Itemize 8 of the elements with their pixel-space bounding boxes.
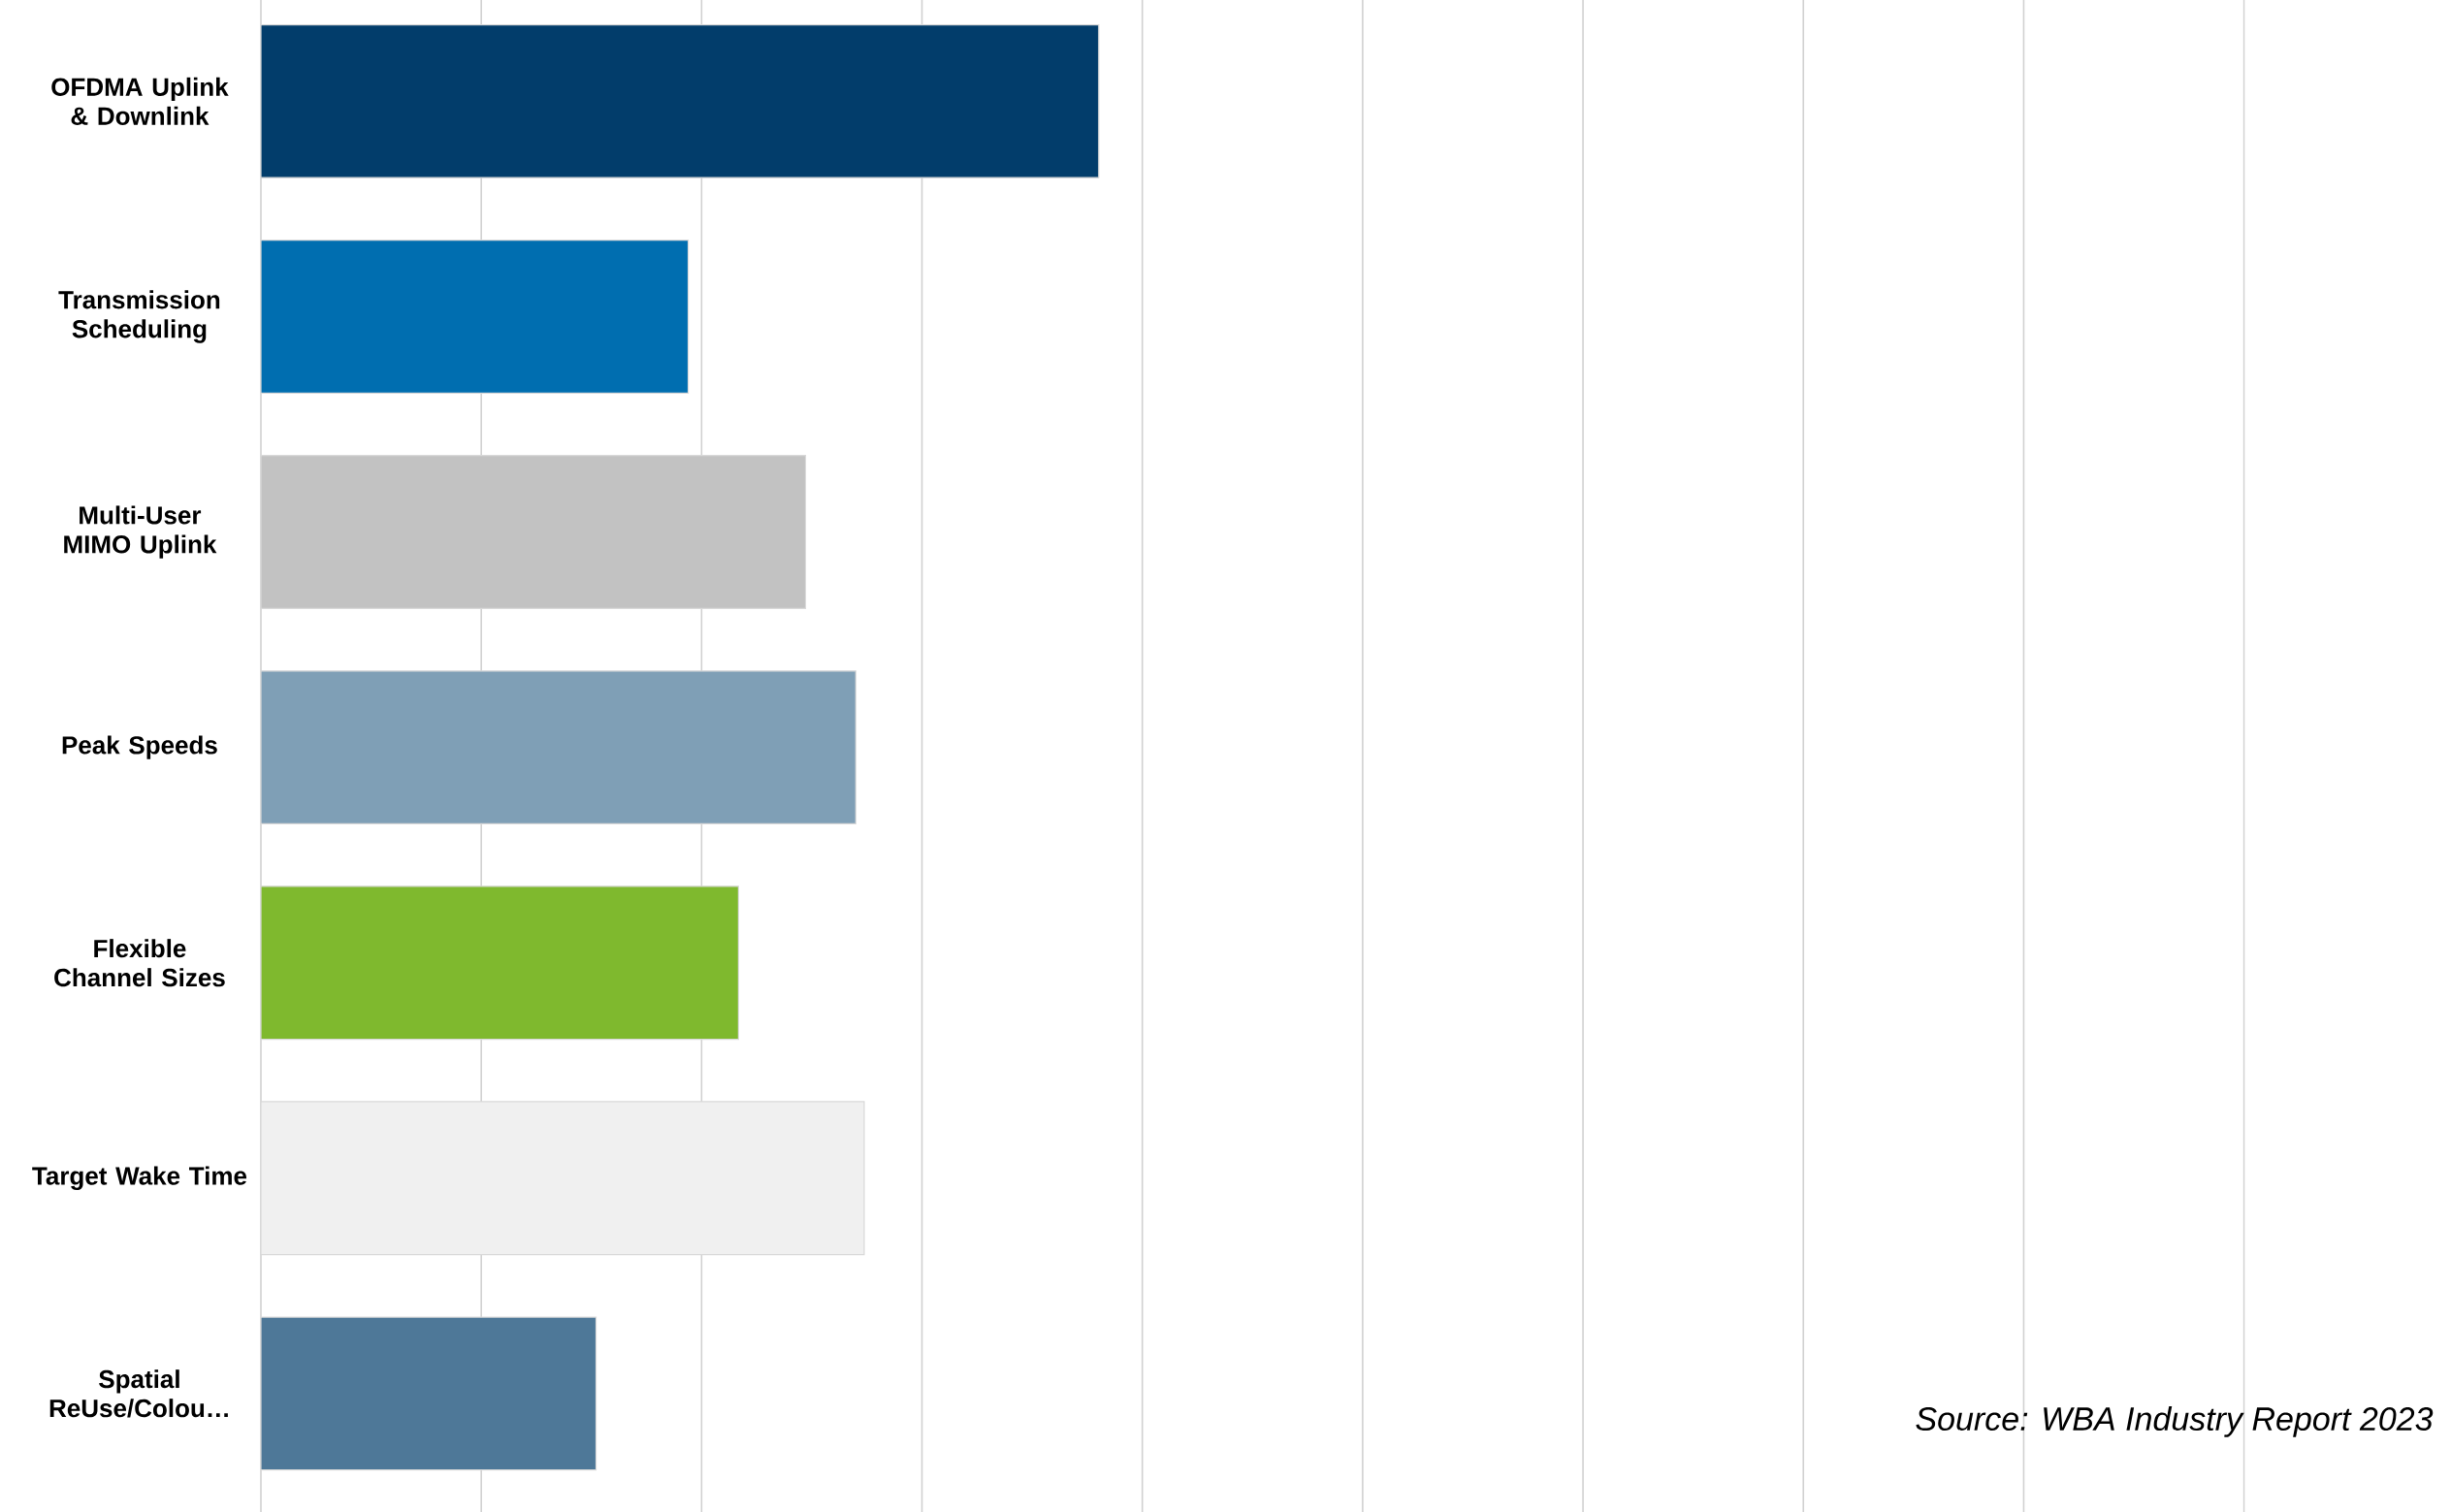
source-note: Source: WBA Industry Report 2023 [1916, 1406, 2434, 1437]
y-tick-label: OFDMA Uplink & Downlink [51, 77, 229, 125]
y-tick-label: Spatial ReUse/Colou… [49, 1369, 228, 1418]
y-tick-label: Flexible Channel Sizes [54, 939, 225, 987]
y-tick-label: Transmission Scheduling [58, 290, 220, 343]
y-tick-label: Target Wake Time [32, 1166, 247, 1190]
y-tick-label: Multi-User MIMO Uplink [64, 505, 217, 559]
y-tick-label: Peak Speeds [62, 735, 217, 759]
